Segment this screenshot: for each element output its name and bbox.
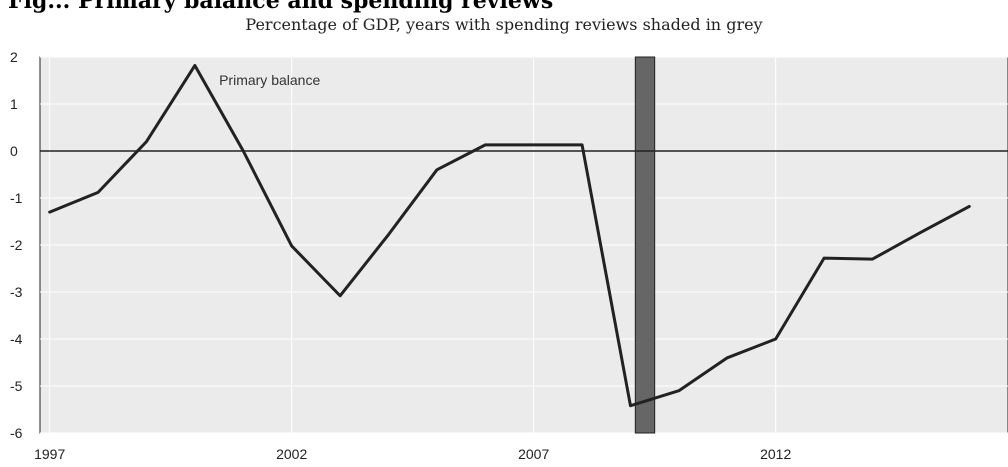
y-tick-label: 2 [10, 49, 18, 65]
chart-title-strip: Fig... Primary balance and spending revi… [0, 0, 1008, 14]
x-tick-label: 2007 [518, 446, 549, 462]
x-tick-label: 2002 [276, 446, 307, 462]
y-tick-label: -1 [10, 190, 23, 206]
y-tick-label: 0 [10, 143, 18, 159]
y-tick-label: -2 [10, 237, 23, 253]
x-tick-label: 1997 [34, 446, 65, 462]
chart-subtitle: Percentage of GDP, years with spending r… [245, 15, 763, 34]
y-tick-label: 1 [10, 96, 18, 112]
x-tick-label: 2012 [760, 446, 791, 462]
chart-title: Fig... Primary balance and spending revi… [8, 0, 554, 14]
series-annotation: Primary balance [219, 72, 320, 88]
y-tick-label: -4 [10, 331, 23, 347]
y-tick-label: -3 [10, 284, 23, 300]
spending-review-shade [634, 56, 656, 434]
y-tick-label: -5 [10, 378, 23, 394]
series-line-primary-balance [48, 63, 971, 408]
y-tick-label: -6 [10, 425, 23, 441]
